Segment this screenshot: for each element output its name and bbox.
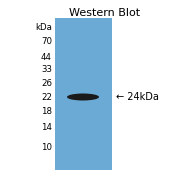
Text: 18: 18 <box>41 107 52 116</box>
Text: 14: 14 <box>41 123 52 132</box>
Text: 70: 70 <box>41 37 52 46</box>
Text: ← 24kDa: ← 24kDa <box>116 92 159 102</box>
Ellipse shape <box>67 93 99 100</box>
Text: kDa: kDa <box>35 24 52 33</box>
Text: 26: 26 <box>41 80 52 89</box>
Text: Western Blot: Western Blot <box>69 8 141 18</box>
Text: 44: 44 <box>41 53 52 62</box>
Text: 33: 33 <box>41 66 52 75</box>
Bar <box>55 18 112 170</box>
Text: 10: 10 <box>41 143 52 152</box>
Text: 22: 22 <box>41 93 52 102</box>
